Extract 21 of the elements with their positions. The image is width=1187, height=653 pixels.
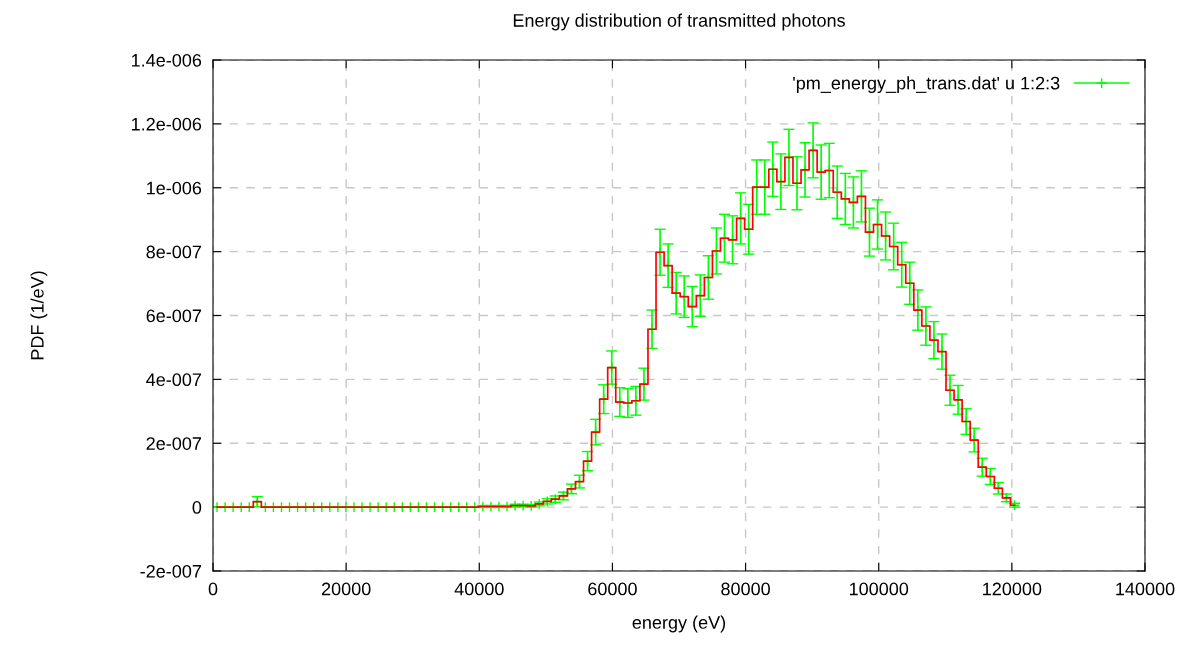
y-tick-label: -2e-007 [140,564,201,578]
y-axis-title: PDF (1/eV) [30,271,48,360]
x-tick-label: 140000 [1116,582,1175,596]
x-axis-title: energy (eV) [632,615,726,633]
y-tick-label: 2e-007 [146,437,201,450]
x-tick-label: 0 [208,582,218,596]
y-tick-label: 4e-007 [146,373,201,387]
y-tick-label: 1.2e-006 [131,117,202,131]
x-tick-label: 20000 [321,582,371,596]
x-tick-label: 120000 [983,582,1042,596]
x-tick-label: 100000 [849,582,909,596]
legend-label: 'pm_energy_ph_trans.dat' u 1:2:3 [793,76,1060,94]
chart-title: Energy distribution of transmitted photons [513,13,845,31]
y-tick-label: 1e-006 [147,181,202,195]
y-tick-label: 8e-007 [146,245,201,259]
y-tick-label: 0 [192,501,202,514]
y-tick-label: 6e-007 [146,309,201,323]
x-tick-label: 40000 [454,582,504,596]
y-tick-label: 1.4e-006 [131,53,202,67]
x-tick-label: 80000 [721,582,770,596]
x-tick-label: 60000 [588,582,637,596]
